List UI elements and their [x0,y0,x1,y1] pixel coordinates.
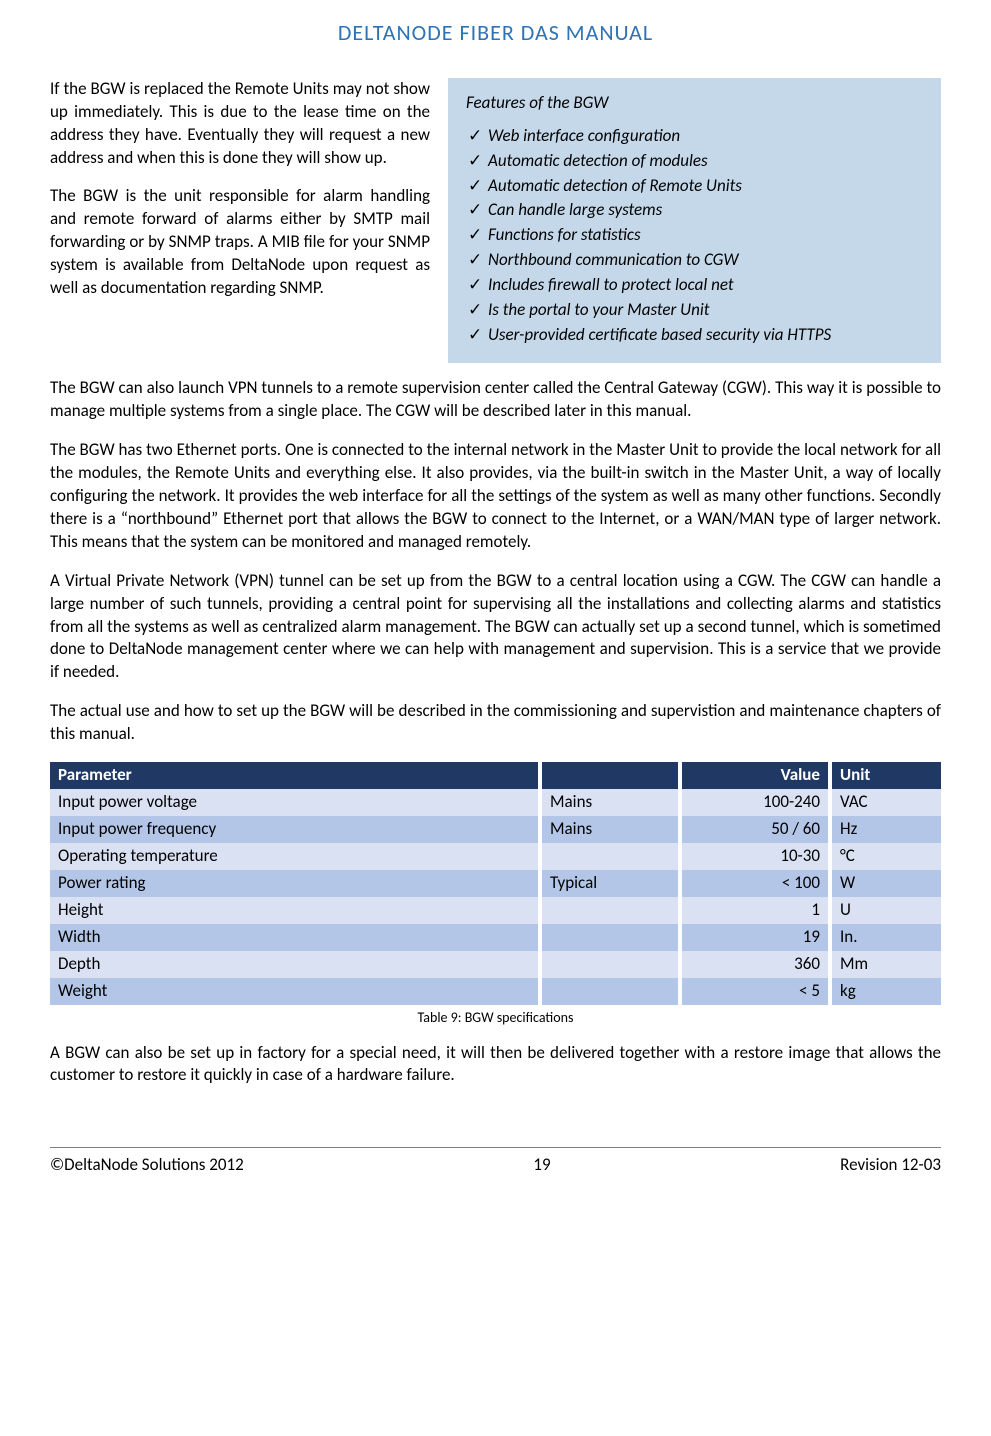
feature-item: Is the portal to your Master Unit [466,299,923,322]
feature-item: Northbound communication to CGW [466,249,923,272]
feature-item: Includes firewall to protect local net [466,274,923,297]
intro-paragraph-1: If the BGW is replaced the Remote Units … [50,78,430,170]
feature-item: Automatic detection of Remote Units [466,175,923,198]
cell-unit: °C [830,843,941,870]
cell-qual [540,897,680,924]
intro-paragraph-2: The BGW is the unit responsible for alar… [50,185,430,300]
spec-table-header-row: Parameter Value Unit [50,762,941,789]
header-value: Value [680,762,830,789]
cell-value: < 100 [680,870,830,897]
cell-qual [540,951,680,978]
table-row: Width 19In. [50,924,941,951]
cell-unit: VAC [830,789,941,816]
cell-param: Power rating [50,870,540,897]
cell-unit: Hz [830,816,941,843]
cell-qual: Mains [540,816,680,843]
cell-value: 360 [680,951,830,978]
closing-paragraph: A BGW can also be set up in factory for … [50,1042,941,1088]
footer-revision: Revision 12-03 [840,1154,941,1177]
cell-value: 10-30 [680,843,830,870]
footer-page-number: 19 [533,1154,550,1177]
cell-param: Weight [50,978,540,1005]
cell-value: 1 [680,897,830,924]
intro-text-column: If the BGW is replaced the Remote Units … [50,78,430,363]
cell-unit: kg [830,978,941,1005]
body-paragraph-3: A Virtual Private Network (VPN) tunnel c… [50,570,941,685]
table-row: Operating temperature 10-30°C [50,843,941,870]
cell-param: Width [50,924,540,951]
cell-value: 19 [680,924,830,951]
page-header: DELTANODE FIBER DAS MANUAL [50,0,941,78]
cell-unit: Mm [830,951,941,978]
cell-param: Depth [50,951,540,978]
header-parameter: Parameter [50,762,540,789]
feature-item: Can handle large systems [466,199,923,222]
two-column-section: If the BGW is replaced the Remote Units … [50,78,941,363]
table-row: Depth 360Mm [50,951,941,978]
cell-param: Operating temperature [50,843,540,870]
feature-item: Web interface configuration [466,125,923,148]
header-qualifier [540,762,680,789]
feature-box-title: Features of the BGW [466,92,923,115]
feature-list: Web interface configurationAutomatic det… [466,125,923,347]
body-paragraph-4: The actual use and how to set up the BGW… [50,700,941,746]
spec-table: Parameter Value Unit Input power voltage… [50,762,941,1004]
cell-value: 50 / 60 [680,816,830,843]
cell-value: 100-240 [680,789,830,816]
cell-qual [540,978,680,1005]
table-row: Input power voltageMains100-240VAC [50,789,941,816]
feature-box: Features of the BGW Web interface config… [448,78,941,363]
feature-item: Functions for statistics [466,224,923,247]
cell-value: < 5 [680,978,830,1005]
table-row: Height 1U [50,897,941,924]
cell-qual: Mains [540,789,680,816]
table-row: Weight < 5kg [50,978,941,1005]
cell-unit: W [830,870,941,897]
cell-qual [540,924,680,951]
feature-item: Automatic detection of modules [466,150,923,173]
table-row: Input power frequencyMains50 / 60Hz [50,816,941,843]
footer-copyright: ©DeltaNode Solutions 2012 [50,1154,244,1177]
table-row: Power ratingTypical< 100W [50,870,941,897]
cell-unit: In. [830,924,941,951]
table-caption: Table 9: BGW specifications [50,1009,941,1028]
cell-qual [540,843,680,870]
header-unit: Unit [830,762,941,789]
closing-text: A BGW can also be set up in factory for … [50,1042,941,1088]
cell-unit: U [830,897,941,924]
cell-param: Height [50,897,540,924]
cell-param: Input power voltage [50,789,540,816]
body-paragraph-1: The BGW can also launch VPN tunnels to a… [50,377,941,423]
cell-param: Input power frequency [50,816,540,843]
body-paragraph-2: The BGW has two Ethernet ports. One is c… [50,439,941,554]
feature-item: User-provided certificate based security… [466,324,923,347]
cell-qual: Typical [540,870,680,897]
body-text: The BGW can also launch VPN tunnels to a… [50,377,941,746]
page-footer: ©DeltaNode Solutions 2012 19 Revision 12… [50,1147,941,1201]
